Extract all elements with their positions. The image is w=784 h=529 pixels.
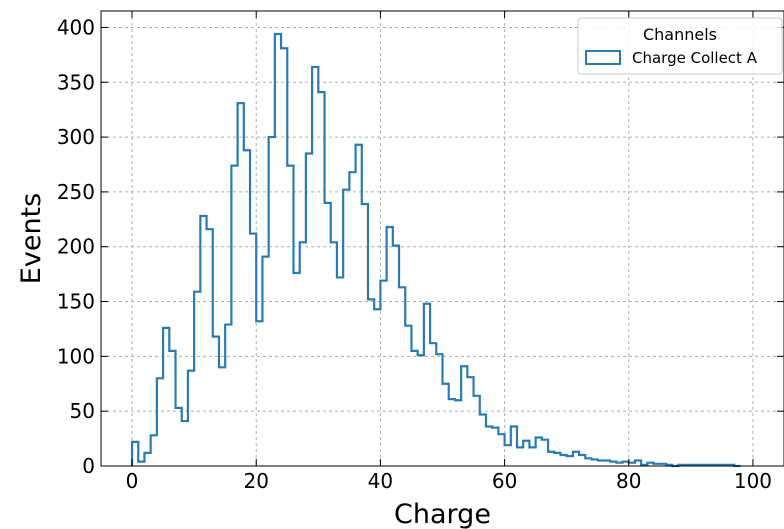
y-tick-label: 150 xyxy=(57,290,95,314)
histogram-series-charge-collect-a xyxy=(130,32,741,468)
x-tick-label: 100 xyxy=(734,469,772,493)
x-tick-label: 40 xyxy=(368,469,393,493)
x-tick-label: 80 xyxy=(616,469,641,493)
x-tick-label: 0 xyxy=(126,469,139,493)
x-tick-label: 60 xyxy=(492,469,517,493)
legend-swatch xyxy=(585,50,621,65)
y-tick-label: 400 xyxy=(57,15,95,39)
axis-ticks: 0 20 40 60 80 100 0 50 100 150 200 250 300 350 400 xyxy=(57,11,784,493)
legend: Channels Charge Collect A xyxy=(577,17,783,75)
legend-box xyxy=(577,17,783,75)
grid-lines xyxy=(101,11,784,467)
x-axis-label: Charge xyxy=(394,499,491,529)
y-tick-label: 100 xyxy=(57,344,95,368)
plot-frame xyxy=(100,10,784,467)
y-tick-label: 0 xyxy=(82,454,95,478)
y-tick-label: 200 xyxy=(57,235,95,259)
legend-title: Channels xyxy=(643,25,717,44)
series-layer xyxy=(130,32,741,468)
x-tick-label: 20 xyxy=(244,469,269,493)
y-tick-label: 250 xyxy=(57,180,95,204)
y-tick-label: 350 xyxy=(57,70,95,94)
legend-entry-label: Charge Collect A xyxy=(632,49,758,67)
y-axis-label: Events xyxy=(16,193,47,284)
y-tick-label: 50 xyxy=(70,399,95,423)
y-tick-label: 300 xyxy=(57,125,95,149)
